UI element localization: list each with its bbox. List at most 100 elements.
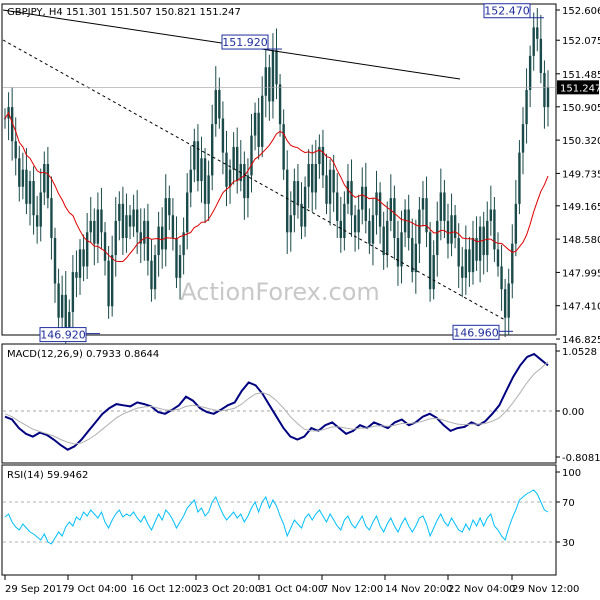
candle-body xyxy=(185,192,189,233)
price-panel-frame xyxy=(1,3,557,336)
candle-body xyxy=(114,220,117,256)
candle-body xyxy=(328,169,332,204)
candle-body xyxy=(493,209,496,250)
candle-body xyxy=(3,118,7,120)
candle-body xyxy=(168,198,171,216)
candle-body xyxy=(357,209,360,233)
candle-body xyxy=(50,198,53,238)
candle-body xyxy=(60,294,64,318)
candle-body xyxy=(78,249,82,278)
price-y-tick-label: 152.606 xyxy=(562,6,600,17)
annotation-label: 146.920 xyxy=(40,329,86,342)
candle-body xyxy=(232,146,235,170)
candle-body xyxy=(286,169,289,233)
macd-chart-title: MACD(12,26,9) 0.7933 0.8644 xyxy=(7,349,159,360)
price-annotations: 151.920 152.470 146.920 146.960 xyxy=(39,3,544,343)
candle-body xyxy=(228,169,232,187)
price-y-tick-label: 152.075 xyxy=(562,36,600,47)
annotation-box xyxy=(221,34,269,50)
candle-body xyxy=(178,255,182,278)
candle-body xyxy=(171,215,175,238)
annotation-box xyxy=(39,327,87,343)
candle-body xyxy=(100,209,103,233)
candle-body xyxy=(196,141,200,182)
candle-body xyxy=(528,55,532,91)
candle-body xyxy=(453,215,457,238)
candle-body xyxy=(414,243,418,273)
annotation-box xyxy=(452,324,500,340)
price-y-tick-label: 149.735 xyxy=(562,169,600,180)
candle-body xyxy=(246,175,250,199)
moving-average-line xyxy=(4,111,549,262)
candle-body xyxy=(85,232,89,267)
annotation-box xyxy=(483,3,531,19)
price-gridlines xyxy=(556,9,560,340)
candle-body xyxy=(332,169,335,193)
candle-body xyxy=(314,164,317,193)
candle-body xyxy=(432,255,435,290)
price-y-tick-label: 147.410 xyxy=(562,302,600,313)
candle-body xyxy=(225,152,228,187)
candle-body xyxy=(543,72,546,108)
candle-body xyxy=(343,203,346,238)
candle-body xyxy=(35,215,39,227)
candle-body xyxy=(350,181,353,216)
candle-body xyxy=(428,232,432,290)
rsi-level-lines xyxy=(3,501,556,543)
price-title-ohlc: 151.301 151.507 150.821 151.247 xyxy=(66,7,241,18)
rsi-y-tick-label: 100 xyxy=(562,468,581,479)
candle-body xyxy=(96,209,100,244)
candle-body xyxy=(307,164,310,187)
candle-body xyxy=(207,175,210,204)
candle-body xyxy=(236,146,239,182)
candle-body xyxy=(425,198,428,233)
candle-body xyxy=(511,243,514,284)
price-chart-title: GBPJPY, H4 151.301 151.507 150.821 151.2… xyxy=(7,7,241,18)
candle-body xyxy=(486,220,489,256)
candle-body xyxy=(521,124,525,153)
candle-body xyxy=(46,164,50,199)
candle-body xyxy=(546,87,550,108)
rsi-y-tick-labels: 100 70 30 xyxy=(556,468,581,549)
candle-body xyxy=(368,220,371,244)
candle-body xyxy=(82,249,85,267)
price-y-tick-label: 146.825 xyxy=(562,335,600,346)
candle-body xyxy=(243,164,246,199)
candle-body xyxy=(475,237,478,261)
x-tick-label: 31 Oct 04:00 xyxy=(259,584,324,595)
candle-body xyxy=(57,283,60,318)
last-price-bg xyxy=(557,80,599,95)
macd-signal-line xyxy=(4,361,549,445)
rsi-chart-title: RSI(14) 59.9462 xyxy=(7,470,88,481)
candle-body xyxy=(278,84,282,125)
candle-body xyxy=(436,220,439,256)
candle-body xyxy=(43,164,46,193)
candle-body xyxy=(64,294,67,332)
price-y-tick-labels: 152.606 152.075 151.485 150.905 150.320 149.7… xyxy=(562,6,600,346)
candle-body xyxy=(293,181,296,216)
candle-body xyxy=(275,50,278,85)
candle-body xyxy=(89,220,92,233)
candle-body xyxy=(153,255,157,290)
x-tick-label: 29 Sep 2017 xyxy=(5,584,68,595)
candle-body xyxy=(203,158,207,204)
candle-body xyxy=(446,220,450,244)
candle-body xyxy=(339,220,343,238)
candle-body xyxy=(303,186,307,227)
candle-body xyxy=(189,169,192,193)
candle-body xyxy=(496,249,500,267)
candle-body xyxy=(39,192,42,227)
candle-body xyxy=(28,181,32,204)
candle-body xyxy=(503,289,507,318)
price-y-tick-label: 148.580 xyxy=(562,235,600,246)
candle-body xyxy=(400,232,403,267)
candle-body xyxy=(539,38,543,73)
candle-body xyxy=(450,215,453,244)
candle-body xyxy=(361,186,364,210)
x-tick-label: 29 Nov 12:00 xyxy=(512,584,579,595)
candle-body xyxy=(271,50,275,102)
candle-body xyxy=(200,158,203,182)
candle-body xyxy=(468,249,471,273)
candle-body xyxy=(482,226,485,256)
